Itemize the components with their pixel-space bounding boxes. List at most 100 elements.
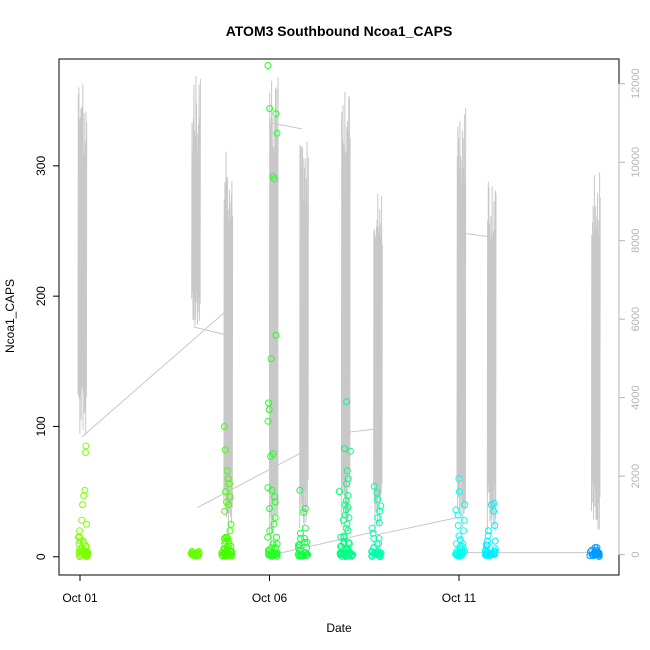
- data-point: [221, 507, 229, 515]
- x-axis: Oct 01 Oct 06 Oct 11: [62, 574, 477, 605]
- data-point: [340, 532, 348, 540]
- data-point: [227, 520, 235, 528]
- data-point: [303, 538, 311, 546]
- data-point: [264, 62, 272, 69]
- data-point: [460, 516, 468, 524]
- data-point: [264, 533, 272, 541]
- data-point: [490, 507, 498, 515]
- data-point: [368, 524, 376, 532]
- data-point: [79, 501, 87, 509]
- data-point: [589, 552, 597, 560]
- line-connector: [273, 530, 378, 556]
- data-point: [485, 551, 493, 559]
- y2-tick-label: 8000: [630, 228, 642, 252]
- data-point: [343, 520, 351, 528]
- data-point: [337, 533, 345, 541]
- line-connector: [341, 428, 376, 434]
- data-point: [272, 331, 280, 339]
- line-burst: [223, 151, 234, 533]
- data-point: [342, 506, 350, 514]
- data-point: [273, 129, 281, 137]
- data-point: [82, 449, 89, 456]
- data-point: [271, 498, 279, 506]
- line-burst: [591, 172, 601, 530]
- data-point: [76, 527, 83, 535]
- data-point: [340, 445, 348, 453]
- data-point: [491, 522, 499, 529]
- y-tick-label: 0: [34, 553, 48, 560]
- data-point: [271, 514, 279, 522]
- data-point: [84, 550, 92, 558]
- data-point: [373, 489, 381, 497]
- data-point: [227, 552, 235, 560]
- data-point: [221, 446, 229, 454]
- data-point: [189, 551, 197, 559]
- data-point: [268, 486, 276, 494]
- y-axis-right: 0 2000 4000 6000 8000 10000 12000: [618, 68, 642, 558]
- data-point: [455, 475, 463, 483]
- data-point: [82, 552, 90, 560]
- data-point: [374, 514, 382, 522]
- line-burst: [486, 181, 497, 535]
- data-point: [265, 406, 273, 413]
- line-series: [77, 75, 601, 556]
- line-connector: [193, 326, 227, 336]
- data-point: [265, 399, 272, 407]
- line-burst: [456, 107, 467, 528]
- chart-title: ATOM3 Southbound Ncoa1_CAPS: [226, 23, 453, 39]
- data-point: [273, 550, 281, 558]
- data-point: [376, 507, 384, 515]
- x-axis-label: Date: [326, 621, 352, 635]
- data-point: [301, 524, 309, 532]
- data-point: [342, 497, 350, 505]
- data-point: [488, 501, 495, 509]
- data-point: [368, 552, 376, 560]
- data-point: [455, 488, 463, 496]
- data-point: [345, 514, 353, 522]
- data-point: [300, 509, 308, 516]
- line-burst: [299, 141, 309, 529]
- data-point: [369, 529, 377, 537]
- data-point: [267, 452, 275, 460]
- data-point: [461, 501, 468, 509]
- data-point: [343, 398, 351, 406]
- data-point: [370, 535, 378, 542]
- data-point: [456, 552, 464, 560]
- y2-tick-label: 12000: [630, 68, 642, 99]
- x-tick-label: Oct 11: [442, 591, 477, 605]
- data-point: [272, 110, 280, 118]
- x-tick-label: Oct 06: [252, 591, 288, 605]
- y2-tick-label: 0: [630, 552, 642, 558]
- data-point: [296, 486, 304, 494]
- data-point: [374, 495, 382, 503]
- data-point: [295, 541, 302, 549]
- data-point: [588, 551, 596, 559]
- data-point: [303, 550, 311, 558]
- y-tick-label: 100: [34, 416, 48, 436]
- data-point: [377, 502, 385, 510]
- data-point: [454, 511, 462, 519]
- data-point: [484, 527, 492, 535]
- data-point: [225, 480, 233, 488]
- data-point: [295, 552, 303, 560]
- data-point: [82, 442, 90, 450]
- data-point: [266, 527, 274, 535]
- data-point: [455, 532, 463, 540]
- data-point: [270, 520, 278, 528]
- data-point: [491, 537, 499, 545]
- data-point: [342, 524, 350, 532]
- data-point: [460, 527, 468, 535]
- data-point: [78, 516, 86, 524]
- data-point: [224, 552, 232, 560]
- data-point: [375, 540, 383, 548]
- x-tick-label: Oct 01: [62, 591, 98, 605]
- data-point: [267, 355, 275, 363]
- line-connector: [271, 122, 302, 130]
- y-tick-label: 300: [34, 156, 48, 176]
- data-point: [194, 551, 202, 559]
- data-point: [339, 516, 347, 524]
- line-connector: [81, 310, 227, 438]
- data-point: [490, 550, 498, 558]
